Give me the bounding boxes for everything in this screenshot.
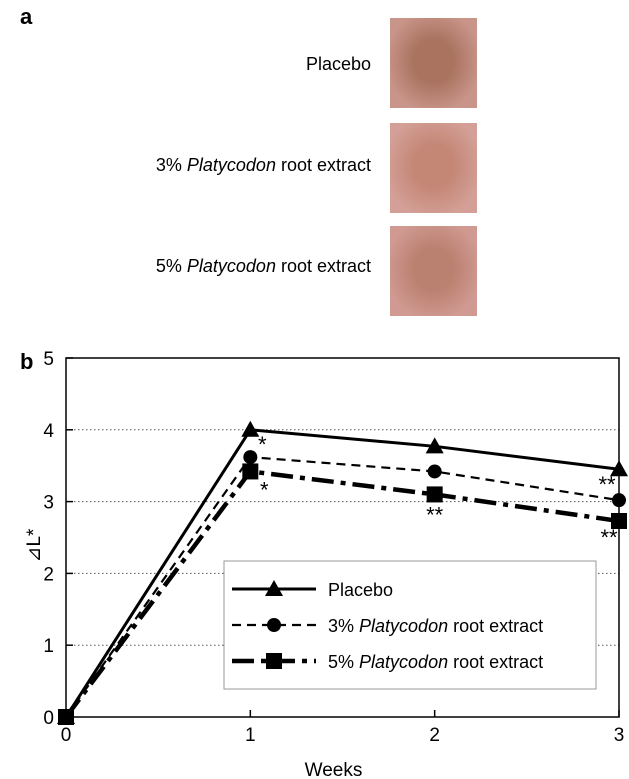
data-point [241,420,260,437]
x-tick-label: 0 [61,725,72,746]
y-tick-label: 0 [43,708,54,729]
data-point [426,486,443,503]
data-point [58,709,74,725]
legend-marker [265,580,283,596]
plot-frame [65,357,620,718]
skin-swatch-image [390,123,477,213]
sample-label: Placebo [305,54,371,74]
x-tick-label: 2 [429,725,440,746]
x-tick-label: 3 [614,725,625,746]
data-point [427,464,442,479]
significance-marker: ** [600,525,618,550]
significance-marker: ** [598,472,616,497]
panel-a-label: a [20,4,33,29]
series-line-2 [64,469,620,719]
sample-row-placebo: Placebo [0,18,629,108]
sample-row-5pct: 5% Platycodon root extract [0,226,629,316]
series-line-0 [64,428,620,718]
sample-label: 3% Platycodon root extract [155,155,371,175]
significance-marker: ** [426,502,444,527]
skin-swatch-image [390,18,477,108]
y-tick-label: 1 [43,636,54,657]
panel-b-label: b [20,349,34,374]
sample-row-3pct: 3% Platycodon root extract [0,123,629,213]
y-tick-label: 2 [43,564,54,585]
legend-label: 3% Platycodon root extract [328,616,543,636]
significance-marker: * [258,432,267,457]
y-axis-label: ⊿L* [24,528,45,562]
data-point [242,463,259,480]
x-tick-label: 1 [245,725,256,746]
x-axis-label: Weeks [305,760,363,779]
legend-label: 5% Platycodon root extract [328,652,543,672]
y-tick-label: 3 [43,493,54,514]
y-tick-label: 5 [43,349,54,370]
data-point [425,437,444,454]
legend-marker [266,653,282,669]
legend-label: Placebo [328,580,393,600]
data-point [612,493,626,508]
legend-marker [267,618,281,632]
sample-label: 5% Platycodon root extract [155,256,371,276]
data-point [243,450,258,465]
y-tick-label: 4 [43,421,54,442]
skin-swatch-image [390,226,477,316]
series-line-1 [65,455,620,718]
data-point [611,512,627,529]
data-point [610,460,628,477]
significance-marker: * [260,477,269,502]
